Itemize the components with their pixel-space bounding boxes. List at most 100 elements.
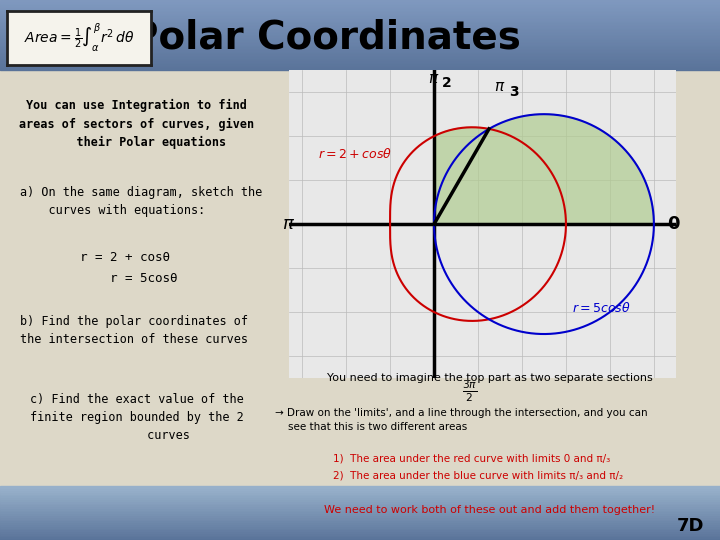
Bar	[0, 29, 720, 31]
Bar	[0, 26, 720, 28]
Bar	[0, 490, 720, 492]
Bar	[0, 7, 720, 9]
Bar	[0, 486, 720, 488]
Bar	[0, 494, 720, 496]
Bar	[0, 511, 720, 513]
Text: $Area = \frac{1}{2}\int_{\alpha}^{\beta} r^2\, d\theta$: $Area = \frac{1}{2}\int_{\alpha}^{\beta}…	[24, 22, 135, 54]
Bar	[0, 40, 720, 42]
Polygon shape	[434, 114, 654, 224]
Text: → Draw on the 'limits', and a line through the intersection, and you can
    see: → Draw on the 'limits', and a line throu…	[275, 408, 648, 432]
Text: r = 2 + cosθ
    r = 5cosθ: r = 2 + cosθ r = 5cosθ	[80, 251, 177, 285]
Bar	[0, 33, 720, 35]
Bar	[0, 11, 720, 12]
Bar	[0, 21, 720, 23]
Bar	[0, 515, 720, 517]
Bar	[0, 504, 720, 506]
Bar	[0, 8, 720, 10]
Bar	[0, 509, 720, 511]
Text: $\frac{3\pi}{2}$: $\frac{3\pi}{2}$	[462, 379, 477, 404]
Text: You need to imagine the top part as two separate sections: You need to imagine the top part as two …	[327, 373, 652, 383]
Bar	[0, 19, 720, 21]
Bar	[0, 36, 720, 38]
Bar	[0, 42, 720, 44]
Bar	[0, 5, 720, 7]
Text: 1)  The area under the red curve with limits 0 and π/₃
2)  The area under the bl: 1) The area under the red curve with lim…	[333, 454, 624, 480]
Text: You can use Integration to find
areas of sectors of curves, given
    their Pola: You can use Integration to find areas of…	[19, 99, 254, 148]
Bar	[0, 532, 720, 535]
Bar	[0, 524, 720, 526]
Bar	[0, 52, 720, 53]
Bar	[0, 0, 720, 2]
Bar	[0, 43, 720, 45]
Bar	[0, 522, 720, 524]
Bar	[0, 48, 720, 49]
Bar	[0, 3, 720, 4]
Bar	[0, 497, 720, 499]
Text: $\pi$: $\pi$	[282, 215, 295, 233]
Bar	[0, 498, 720, 501]
Bar	[0, 538, 720, 540]
Bar	[0, 62, 720, 63]
Bar	[0, 15, 720, 17]
Bar	[0, 24, 720, 25]
Bar	[0, 501, 720, 503]
Bar	[0, 502, 720, 504]
Text: We need to work both of these out and add them together!: We need to work both of these out and ad…	[324, 505, 655, 516]
Bar	[0, 527, 720, 529]
Text: 0: 0	[667, 215, 680, 233]
Bar	[0, 63, 720, 65]
Bar	[0, 4, 720, 5]
Bar	[0, 531, 720, 533]
Bar	[0, 14, 720, 16]
Bar	[0, 28, 720, 30]
Bar	[0, 1, 720, 3]
Text: 3: 3	[509, 85, 518, 99]
Bar	[0, 46, 720, 48]
Bar	[0, 12, 720, 14]
Text: $\pi$: $\pi$	[428, 71, 440, 85]
Bar	[0, 520, 720, 522]
Bar	[0, 39, 720, 40]
Bar	[0, 35, 720, 37]
Bar	[0, 516, 720, 518]
Text: 2: 2	[442, 76, 451, 90]
Bar	[0, 508, 720, 510]
Bar	[0, 55, 720, 56]
Bar	[0, 506, 720, 508]
Bar	[0, 534, 720, 536]
Bar	[0, 525, 720, 528]
Text: $r = 2 + cos\theta$: $r = 2 + cos\theta$	[318, 147, 392, 161]
Text: $\pi$: $\pi$	[495, 79, 505, 94]
Bar	[0, 53, 720, 55]
Bar	[0, 31, 720, 32]
Bar	[0, 64, 720, 66]
Bar	[0, 57, 720, 59]
Bar	[0, 49, 720, 51]
Bar	[0, 60, 720, 62]
Bar	[0, 45, 720, 46]
Bar	[0, 67, 720, 69]
Bar	[0, 488, 720, 490]
Bar	[0, 56, 720, 58]
Text: 7D: 7D	[676, 517, 704, 535]
Bar	[0, 10, 720, 11]
Bar	[0, 491, 720, 494]
Bar	[0, 18, 720, 19]
Bar	[0, 66, 720, 68]
Bar	[0, 32, 720, 33]
Bar	[0, 17, 720, 18]
Bar	[0, 50, 720, 52]
Text: a) On the same diagram, sketch the
    curves with equations:: a) On the same diagram, sketch the curve…	[20, 186, 262, 217]
Bar	[0, 529, 720, 531]
Bar	[0, 495, 720, 497]
Bar	[0, 69, 720, 70]
Bar	[0, 22, 720, 24]
Bar	[0, 59, 720, 60]
Bar	[0, 518, 720, 521]
Text: b) Find the polar coordinates of
the intersection of these curves: b) Find the polar coordinates of the int…	[20, 315, 248, 346]
Bar	[0, 536, 720, 538]
Bar	[0, 25, 720, 26]
Bar	[0, 38, 720, 39]
Text: c) Find the exact value of the
finite region bounded by the 2
         curves: c) Find the exact value of the finite re…	[30, 393, 243, 442]
Text: $r = 5cos\theta$: $r = 5cos\theta$	[572, 301, 631, 315]
